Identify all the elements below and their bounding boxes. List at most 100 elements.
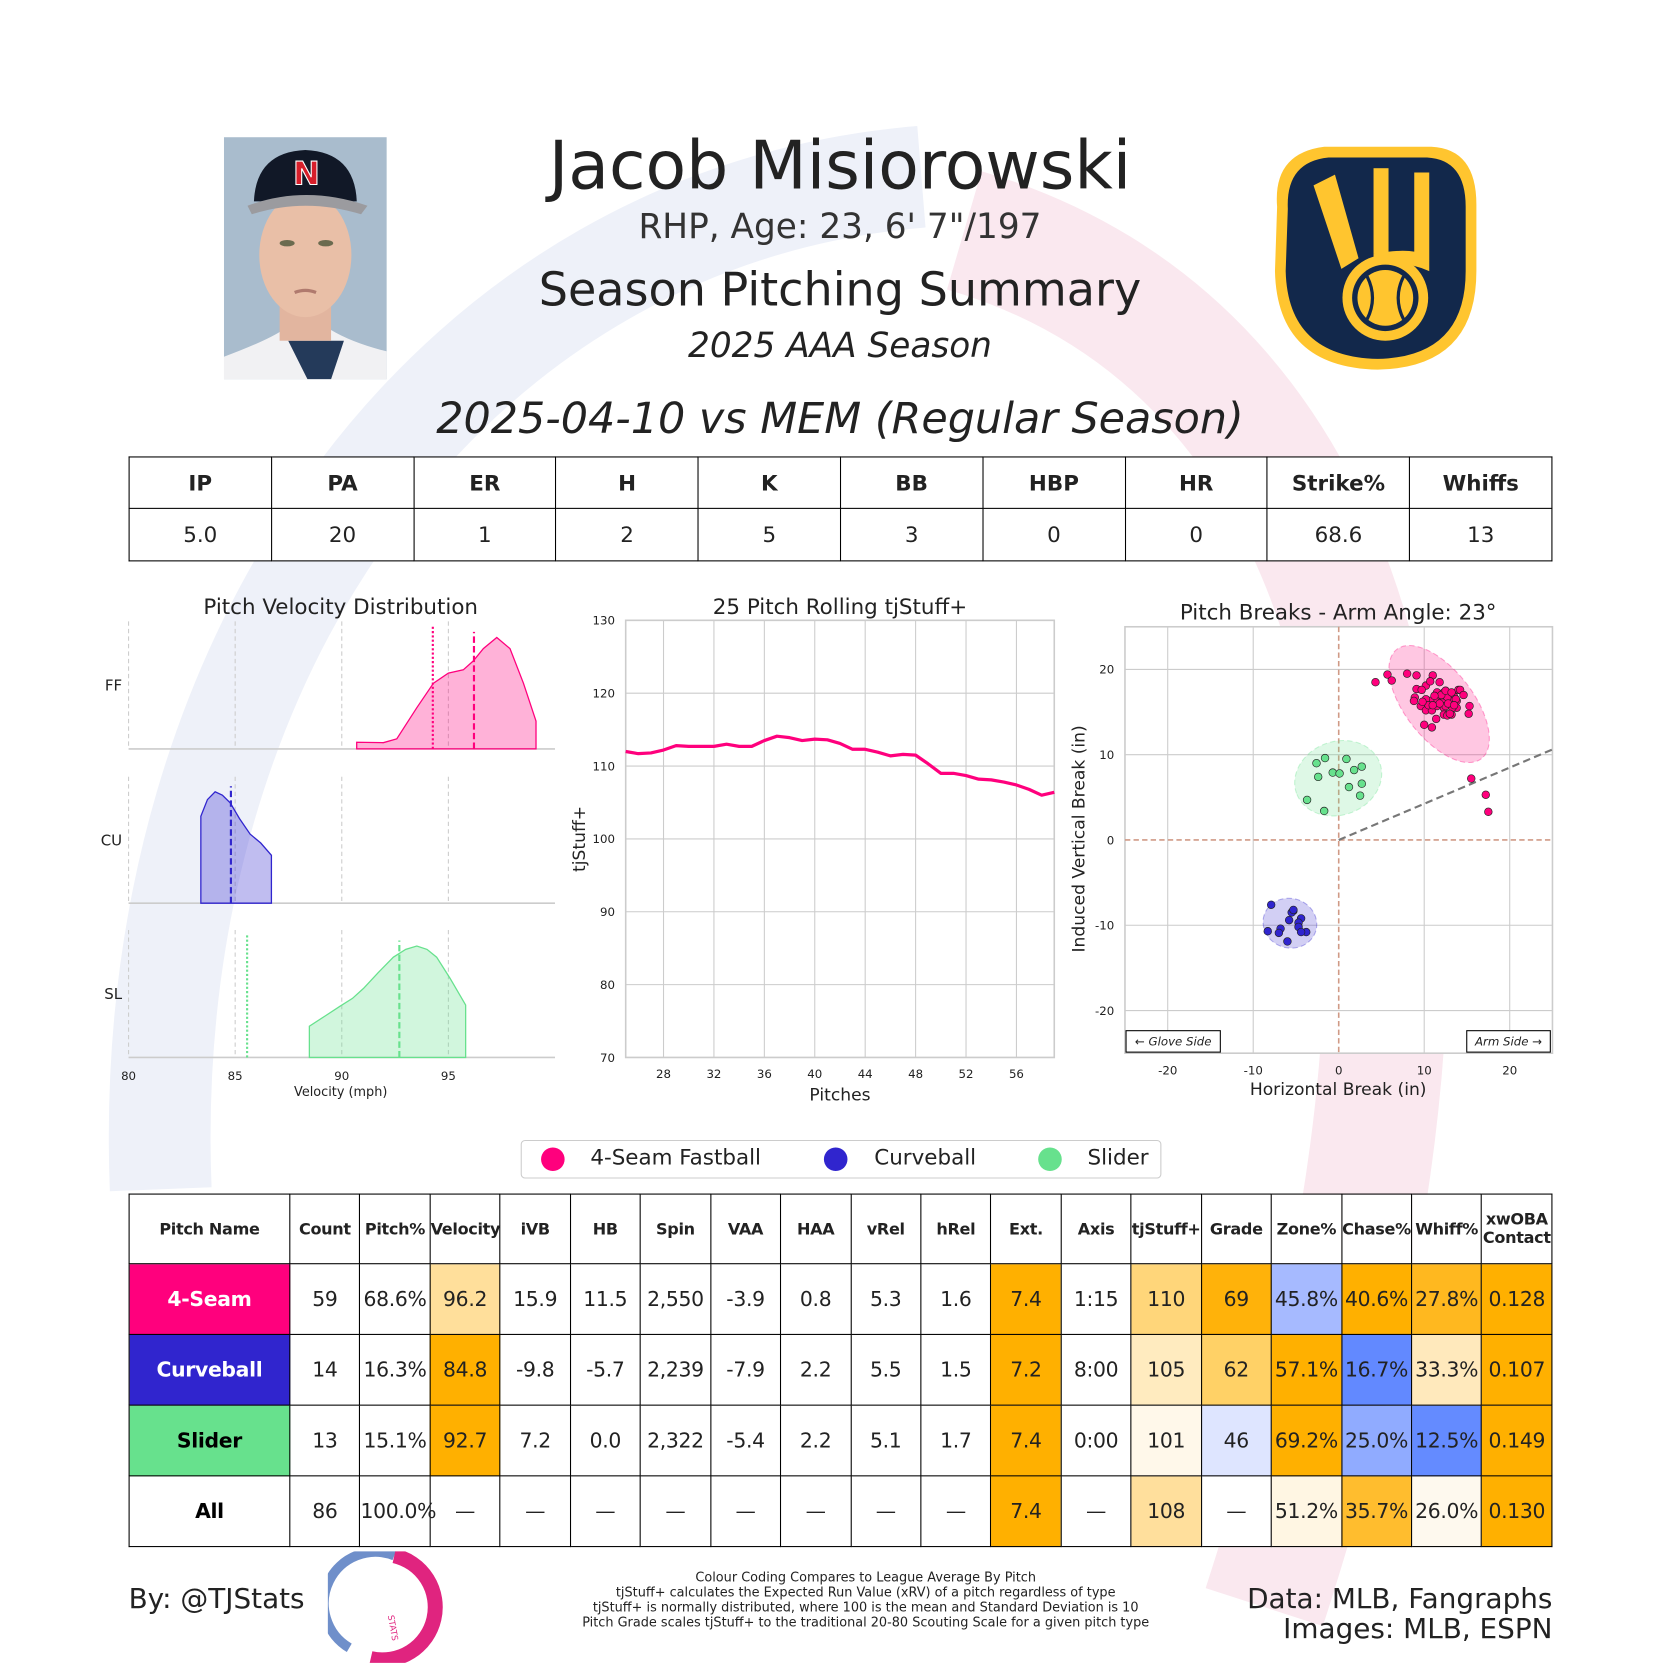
note-line: tjStuff+ calculates the Expected Run Val…: [615, 1584, 1116, 1600]
player-photo: N: [223, 137, 387, 380]
pitch-point: [1447, 688, 1456, 697]
stat-header: K: [697, 456, 842, 509]
metric-cell: 100.0%: [359, 1475, 436, 1548]
y-tick-label: 130: [593, 614, 615, 628]
density-area-sl: [308, 945, 467, 1059]
metric-cell: 105: [1130, 1333, 1202, 1406]
metric-cell: 0.107: [1481, 1333, 1553, 1406]
note-line: Colour Coding Compares to League Average…: [695, 1569, 1036, 1585]
metric-cell: 69: [1200, 1263, 1272, 1335]
metric-cell: 2,239: [639, 1333, 712, 1406]
cap-logo-letter: N: [293, 154, 320, 192]
column-header: vRel: [850, 1193, 922, 1265]
y-tick-label: 100: [593, 832, 615, 846]
y-axis-label: Induced Vertical Break (in): [1069, 725, 1089, 952]
x-tick-label: 48: [908, 1067, 923, 1081]
y-tick-label: 70: [600, 1051, 615, 1065]
metric-cell: 101: [1130, 1404, 1202, 1477]
tjstats-logo: STATS: [327, 1551, 443, 1663]
column-header: Pitch Name: [128, 1193, 291, 1265]
pitch-row: 4-Seam 59 68.6% 96.2 15.9 11.5 2,550 -3.9 0.8 5.3…: [128, 1263, 1553, 1335]
column-header: Count: [289, 1193, 361, 1265]
chart-title: Pitch Breaks - Arm Angle: 23°: [1180, 600, 1497, 625]
x-tick-label: 56: [1009, 1067, 1024, 1081]
y-tick-label: 0: [1107, 833, 1115, 847]
metric-cell: 0.0: [569, 1404, 641, 1477]
legend-label-slider: Slider: [1087, 1144, 1149, 1170]
metric-cell: 0.130: [1481, 1475, 1553, 1548]
metric-cell: 0.8: [780, 1263, 852, 1335]
x-axis-label: Pitches: [809, 1085, 870, 1105]
pitch-point: [1357, 779, 1366, 788]
note-line: Pitch Grade scales tjStuff+ to the tradi…: [582, 1614, 1150, 1630]
pitch-point: [1464, 709, 1473, 718]
metric-cell: 0.128: [1481, 1263, 1553, 1335]
metric-cell: 7.4: [990, 1475, 1062, 1548]
metric-cell: 11.5: [569, 1263, 641, 1335]
x-tick-label: -10: [1244, 1064, 1263, 1078]
glove-side-box: [1125, 1030, 1221, 1053]
metric-cell: —: [1200, 1475, 1272, 1548]
density-area-cu: [200, 790, 273, 904]
pitch-name-cell: All: [128, 1475, 291, 1548]
logo-text: STATS: [385, 1614, 399, 1641]
metric-cell: -5.7: [569, 1333, 641, 1406]
column-header: Pitch%: [359, 1193, 431, 1265]
pitch-point: [1481, 790, 1490, 799]
x-tick-label: 44: [858, 1067, 873, 1081]
pitch-point: [1284, 915, 1294, 925]
pitch-point: [1465, 701, 1474, 711]
pitch-row: All 86 100.0% — — — — — — — —7.4—108—51.2% 35.7% 26.…: [128, 1475, 1553, 1548]
x-tick-label: 90: [334, 1069, 349, 1083]
metric-cell: 96.2: [429, 1263, 501, 1335]
pitch-point: [1459, 690, 1468, 700]
x-tick-label: -20: [1158, 1064, 1177, 1078]
metric-cell: -3.9: [709, 1263, 782, 1335]
y-tick-label: -10: [1095, 919, 1114, 933]
legend-label-4-seam: 4-Seam Fastball: [590, 1144, 762, 1170]
pitch-point: [1302, 795, 1312, 805]
image-source: Images: MLB, ESPN: [1283, 1613, 1553, 1646]
data-source: Data: MLB, Fangraphs: [1247, 1583, 1553, 1616]
metric-cell: 14: [289, 1333, 361, 1406]
metric-cell: —: [709, 1475, 782, 1548]
game-stats-table: IP PA ER H K BB HBP HR Strike% Whiffs 5.0 20 1 2 5 3 0 0…: [128, 456, 1553, 562]
pitch-type-label: FF: [105, 677, 122, 695]
pitch-point: [1387, 676, 1396, 685]
x-tick-label: 80: [121, 1069, 136, 1083]
pitch-point: [1274, 928, 1284, 938]
density-area-ff: [356, 636, 537, 750]
x-tick-label: 85: [228, 1069, 243, 1083]
game-label: 2025-04-10 vs MEM (Regular Season): [436, 394, 1244, 444]
stat-header: PA: [270, 456, 415, 509]
metric-cell: 2.2: [780, 1333, 852, 1406]
metric-cell: -5.4: [709, 1404, 782, 1477]
metric-cell: 1.7: [920, 1404, 992, 1477]
legend-marker-curveball: [823, 1147, 848, 1172]
metric-cell: 35.7%: [1340, 1475, 1413, 1548]
x-tick-label: 10: [1417, 1064, 1432, 1078]
column-header: xwOBA Contact: [1481, 1193, 1553, 1265]
velocity-distribution-chart: Pitch Velocity Distribution FF CU SL 80 85 90 9…: [101, 595, 555, 1100]
metric-cell: 7.4: [990, 1263, 1062, 1335]
velocity-subplot-cu: CU: [101, 776, 555, 904]
stat-value: 5.0: [128, 507, 272, 562]
chart-title: 25 Pitch Rolling tjStuff+: [713, 595, 967, 620]
pitch-point: [1427, 723, 1437, 732]
metric-cell: 40.6%: [1340, 1263, 1413, 1335]
pitch-point: [1335, 769, 1344, 778]
metric-cell: 0:00: [1060, 1404, 1132, 1477]
metric-cell: 2,322: [639, 1404, 712, 1477]
velocity-subplot-sl: SL: [104, 929, 555, 1059]
pitch-point: [1418, 697, 1427, 706]
column-header: Velocity: [429, 1193, 501, 1265]
pitch-point: [1417, 685, 1426, 695]
column-header: Zone%: [1270, 1193, 1342, 1265]
stat-value: 5: [697, 507, 842, 562]
y-tick-label: 110: [593, 759, 615, 773]
metric-cell: 1.5: [920, 1333, 992, 1406]
arm-angle-line: [1338, 748, 1553, 841]
metric-cell: —: [1060, 1475, 1132, 1548]
pitch-legend: 4-Seam Fastball Curveball Slider: [520, 1139, 1162, 1179]
